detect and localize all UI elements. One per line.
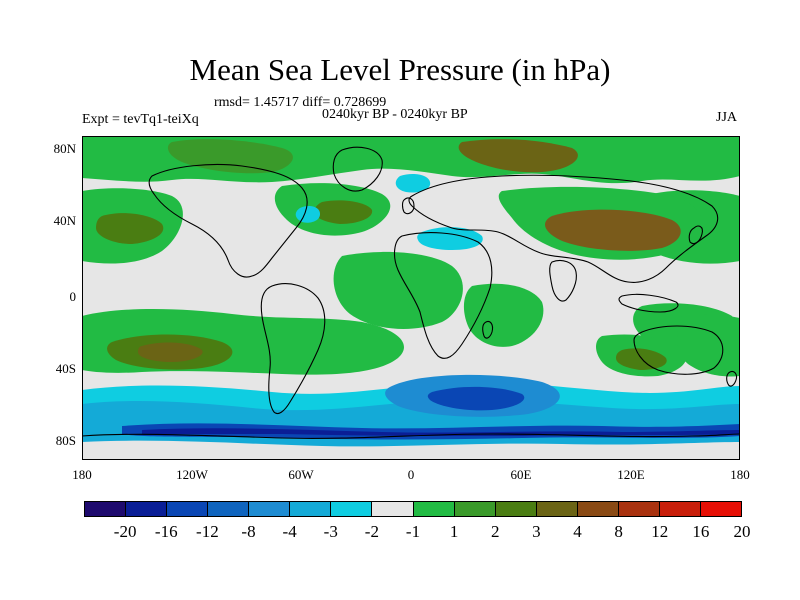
lat-label-0: 0 [69,289,77,304]
colorbar-segment [372,502,414,516]
period-line: 0240kyr BP - 0240kyr BP [322,107,468,122]
colorbar [84,501,742,517]
lat-label-40n: 40N [53,213,76,228]
colorbar-segment [659,502,701,516]
colorbar-label: 4 [573,522,582,541]
colorbar-segment [208,502,250,516]
s-indian-dblue-low [427,386,525,411]
colorbar-label: 16 [692,522,710,541]
colorbar-label: -2 [364,522,379,541]
n-pacific-olive [96,213,164,244]
greenland-outline [332,146,383,192]
lat-label-80n: 80N [53,141,76,156]
s-pacific-brown [138,342,203,362]
colorbar-segment [413,502,455,516]
lon-label-180e: 180 [730,467,750,482]
australia-outline [633,325,724,375]
experiment-label: Expt = tevTq1-teiXq [82,112,199,127]
japan-outline [688,225,703,245]
lon-label-120w: 120W [176,467,208,482]
pressure-map [82,136,740,460]
lon-label-0: 0 [407,467,415,482]
colorbar-label: -12 [196,522,219,541]
stats-line: rmsd= 1.45717 diff= 0.728699 [214,95,387,110]
colorbar-label: -8 [241,522,256,541]
colorbar-label: -4 [282,522,297,541]
n-atlantic-cyan-small [295,206,320,223]
colorbar-segment [495,502,537,516]
colorbar-segment [577,502,619,516]
colorbar-segment [536,502,578,516]
africa-outline [393,232,493,359]
colorbar-segment [167,502,209,516]
lon-label-120e: 120E [617,467,645,482]
colorbar-segment [249,502,291,516]
lat-label-40s: 40S [55,361,76,376]
lon-label-180w: 180 [72,467,92,482]
indian-green [463,283,544,347]
s-indian-olive [616,348,667,370]
colorbar-segment [331,502,373,516]
colorbar-label: 1 [449,522,459,541]
colorbar-label: 2 [491,522,500,541]
arctic-brown-east [458,139,578,173]
colorbar-label: -3 [323,522,338,541]
north-america-outline [148,163,308,278]
antarctica-outline [82,433,740,439]
colorbar-label: 12 [651,522,669,541]
colorbar-label: 20 [733,522,751,541]
antarctica-neutral [82,440,740,460]
eurasia-outline [408,174,719,283]
colorbar-label: -16 [154,522,178,541]
lon-label-60e: 60E [510,467,532,482]
new-zealand-outline [726,370,738,387]
coastlines [82,146,740,439]
colorbar-label: -1 [405,522,421,541]
lat-label-80s: 80S [55,433,76,448]
colorbar-segment [618,502,660,516]
atlantic-olive [313,200,373,224]
uk-outline [401,197,415,215]
map-title: Mean Sea Level Pressure (in hPa) [189,52,611,87]
colorbar-segment [290,502,332,516]
colorbar-label: 3 [532,522,541,541]
madagascar-outline [482,320,494,339]
colorbar-label: -20 [113,522,137,541]
colorbar-segment [85,502,127,516]
colorbar-label: 8 [614,522,623,541]
africa-green [333,251,463,329]
india-outline [549,259,577,302]
indonesia-outline [618,293,679,313]
south-america-outline [260,283,326,415]
lon-label-60w: 60W [288,467,314,482]
colorbar-segment [454,502,496,516]
eurasia-brown [545,209,681,251]
australia-green [677,314,740,377]
n-atlantic-cyan [395,174,431,193]
colorbar-segment [126,502,168,516]
map-frame [82,136,740,460]
season-label: JJA [716,110,738,125]
colorbar-segment [700,502,741,516]
antarctic-coast-navy [142,428,740,436]
